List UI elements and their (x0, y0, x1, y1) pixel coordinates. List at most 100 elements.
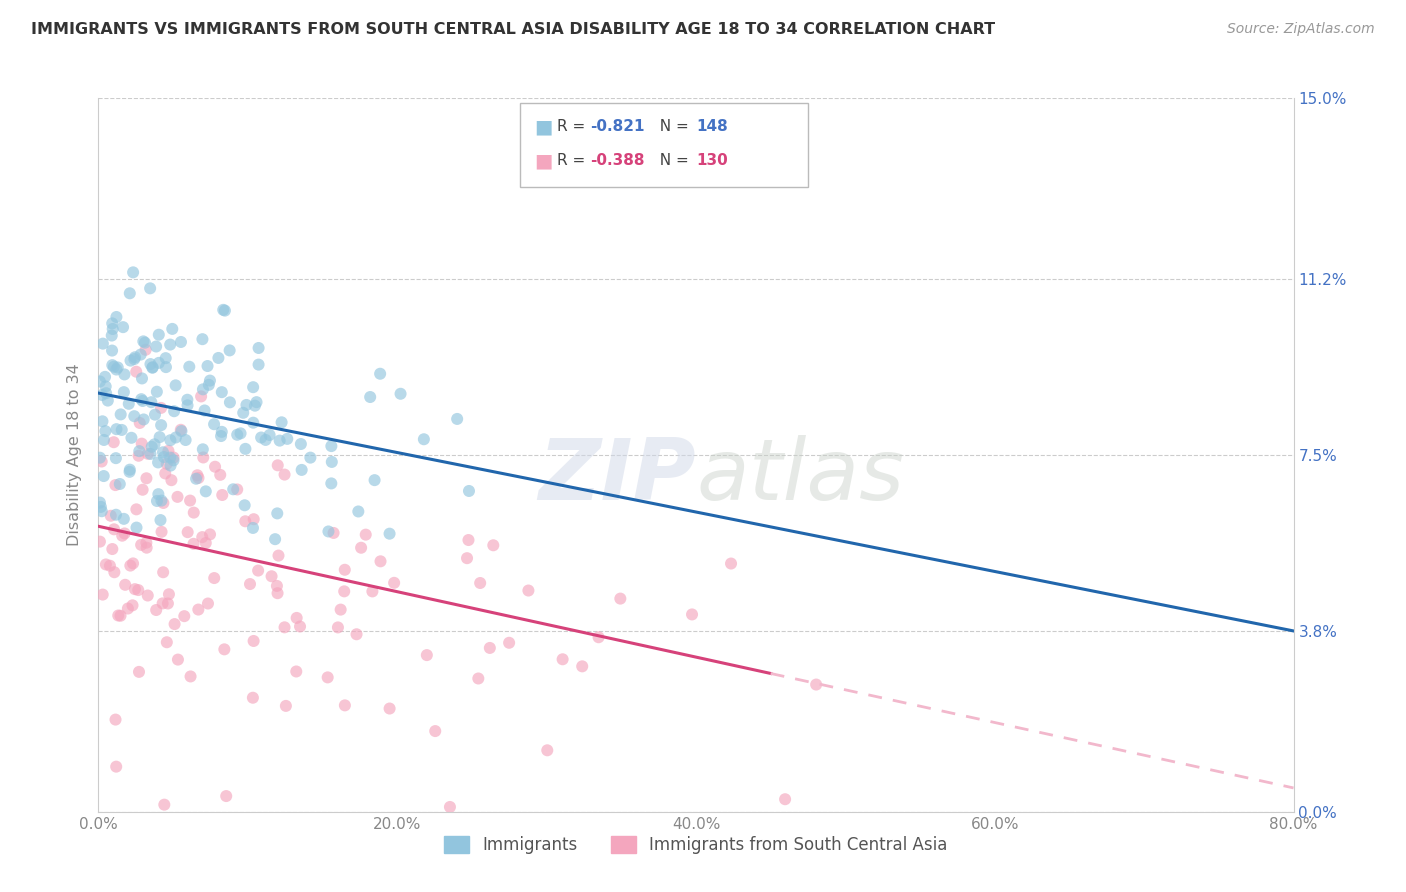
Point (242, 416, 264, 430)
Point (94, 558, 117, 572)
Point (155, 360, 177, 375)
Text: Source: ZipAtlas.com: Source: ZipAtlas.com (1227, 22, 1375, 37)
Point (104, 508, 127, 522)
Point (152, 596, 174, 610)
Point (551, 652, 574, 666)
Point (720, 557, 742, 571)
Point (191, 530, 214, 544)
Point (333, 563, 356, 577)
Point (165, 378, 187, 392)
Point (91, 414, 114, 428)
Point (350, 541, 373, 555)
Point (112, 320, 135, 334)
Point (90, 500, 112, 514)
Point (235, 442, 257, 456)
Point (681, 607, 703, 622)
Point (190, 389, 212, 403)
Point (498, 636, 520, 650)
Point (150, 524, 173, 539)
Point (222, 483, 245, 497)
Point (128, 665, 150, 679)
Point (131, 371, 153, 385)
Point (135, 343, 157, 357)
Point (194, 484, 217, 499)
Point (114, 578, 136, 592)
Point (242, 521, 264, 535)
Point (321, 455, 343, 469)
Point (139, 357, 162, 371)
Point (243, 399, 266, 413)
Point (118, 465, 141, 479)
Point (105, 362, 128, 376)
Point (150, 418, 173, 433)
Point (105, 759, 128, 773)
Point (211, 385, 233, 400)
Point (114, 368, 136, 382)
Point (266, 586, 288, 600)
Point (110, 408, 132, 422)
Point (270, 415, 292, 429)
Point (124, 352, 146, 367)
Point (197, 359, 219, 373)
Point (215, 789, 238, 803)
Point (318, 524, 340, 539)
Point (152, 445, 174, 459)
Text: ■: ■ (534, 117, 553, 136)
Point (111, 529, 134, 543)
Point (135, 535, 157, 549)
Point (91, 588, 114, 602)
Point (125, 520, 148, 534)
Text: IMMIGRANTS VS IMMIGRANTS FROM SOUTH CENTRAL ASIA DISABILITY AGE 18 TO 34 CORRELA: IMMIGRANTS VS IMMIGRANTS FROM SOUTH CENT… (31, 22, 995, 37)
Point (122, 557, 145, 571)
Point (165, 430, 187, 444)
Point (93, 433, 115, 447)
Point (187, 602, 209, 616)
Point (211, 425, 233, 439)
Text: 148: 148 (696, 120, 728, 134)
Text: ZIP: ZIP (538, 434, 696, 518)
Point (110, 608, 132, 623)
Point (285, 665, 308, 679)
Point (94, 369, 117, 384)
Point (382, 575, 405, 590)
Point (101, 317, 124, 331)
Point (176, 392, 198, 407)
Point (141, 440, 163, 454)
Point (226, 427, 249, 442)
Point (125, 365, 148, 379)
Point (446, 412, 468, 426)
Point (163, 617, 186, 632)
Point (118, 463, 141, 477)
Point (456, 551, 478, 566)
Point (176, 525, 198, 540)
Legend: Immigrants, Immigrants from South Central Asia: Immigrants, Immigrants from South Centra… (437, 829, 955, 861)
Point (112, 385, 135, 400)
Point (132, 334, 155, 349)
Point (260, 569, 283, 583)
Point (267, 549, 290, 563)
Point (170, 423, 193, 437)
Point (145, 339, 167, 353)
Point (209, 429, 232, 443)
Point (254, 433, 277, 447)
Point (179, 359, 201, 374)
Point (285, 611, 308, 625)
Point (103, 522, 125, 536)
Point (121, 599, 143, 613)
Point (100, 328, 122, 343)
Point (139, 281, 162, 295)
Point (232, 406, 254, 420)
Point (478, 640, 501, 655)
Point (156, 635, 179, 649)
Text: -0.821: -0.821 (591, 120, 645, 134)
Point (242, 380, 264, 394)
Point (129, 347, 152, 361)
Y-axis label: Disability Age 18 to 34: Disability Age 18 to 34 (67, 364, 83, 546)
Text: -0.388: -0.388 (591, 153, 645, 168)
Point (204, 459, 226, 474)
Point (100, 508, 122, 523)
Point (157, 587, 180, 601)
Point (290, 437, 312, 451)
Point (107, 608, 129, 623)
Point (378, 701, 401, 715)
